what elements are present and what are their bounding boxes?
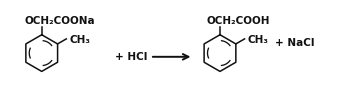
Text: OCH₂COOH: OCH₂COOH xyxy=(207,16,270,26)
Text: CH₃: CH₃ xyxy=(70,35,91,45)
Text: CH₃: CH₃ xyxy=(248,35,269,45)
Text: OCH₂COONa: OCH₂COONa xyxy=(25,16,95,26)
Text: + NaCl: + NaCl xyxy=(275,38,315,48)
Text: + HCl: + HCl xyxy=(116,52,148,62)
